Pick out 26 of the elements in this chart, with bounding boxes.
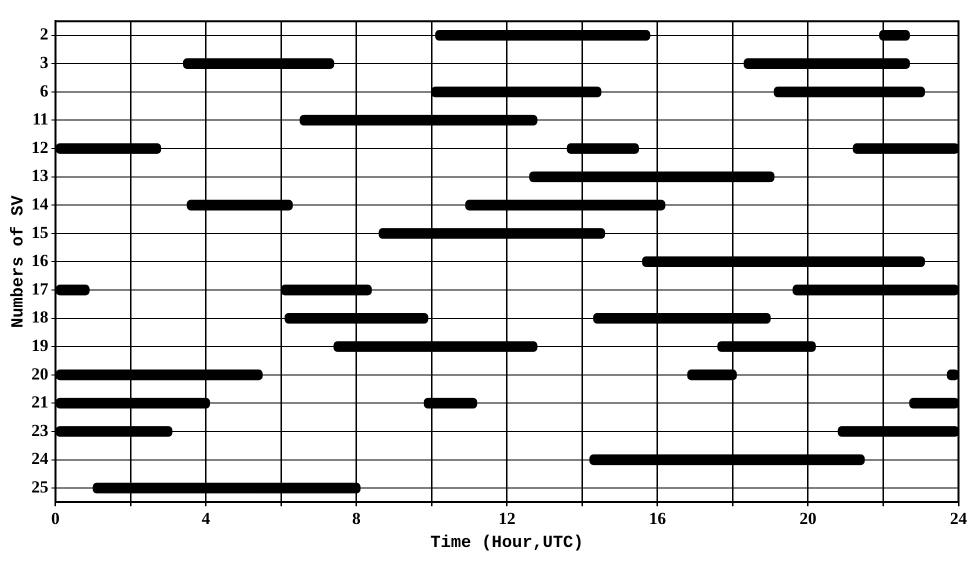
x-axis-title: Time (Hour,UTC) — [430, 534, 584, 554]
y-tick-label: 21 — [31, 392, 48, 412]
y-tick-label: 24 — [31, 449, 49, 468]
y-tick-label: 15 — [31, 222, 48, 242]
y-axis-title: Numbers of SV — [9, 194, 28, 328]
y-tick-label: 12 — [31, 138, 48, 157]
y-tick-label: 14 — [31, 194, 49, 214]
y-tick-label: 16 — [31, 251, 48, 270]
y-tick-label: 18 — [31, 308, 48, 327]
y-tick-label: 25 — [31, 477, 48, 496]
y-tick-label: 3 — [40, 53, 48, 72]
x-tick-label: 4 — [202, 508, 211, 528]
y-tick-label: 17 — [31, 279, 49, 298]
y-tick-label: 11 — [32, 110, 48, 129]
y-tick-label: 2 — [40, 24, 48, 44]
y-tick-label: 23 — [31, 420, 48, 440]
y-tick-label: 19 — [31, 336, 48, 355]
y-tick-label: 6 — [40, 81, 48, 100]
x-tick-label: 16 — [648, 508, 666, 528]
y-tick-label: 20 — [31, 364, 48, 384]
x-tick-label: 12 — [498, 508, 516, 528]
y-tick-label: 13 — [31, 166, 48, 186]
x-tick-label: 20 — [799, 508, 816, 528]
x-tick-label: 0 — [51, 508, 60, 528]
x-tick-label: 24 — [950, 508, 968, 528]
x-tick-label: 8 — [352, 508, 361, 528]
